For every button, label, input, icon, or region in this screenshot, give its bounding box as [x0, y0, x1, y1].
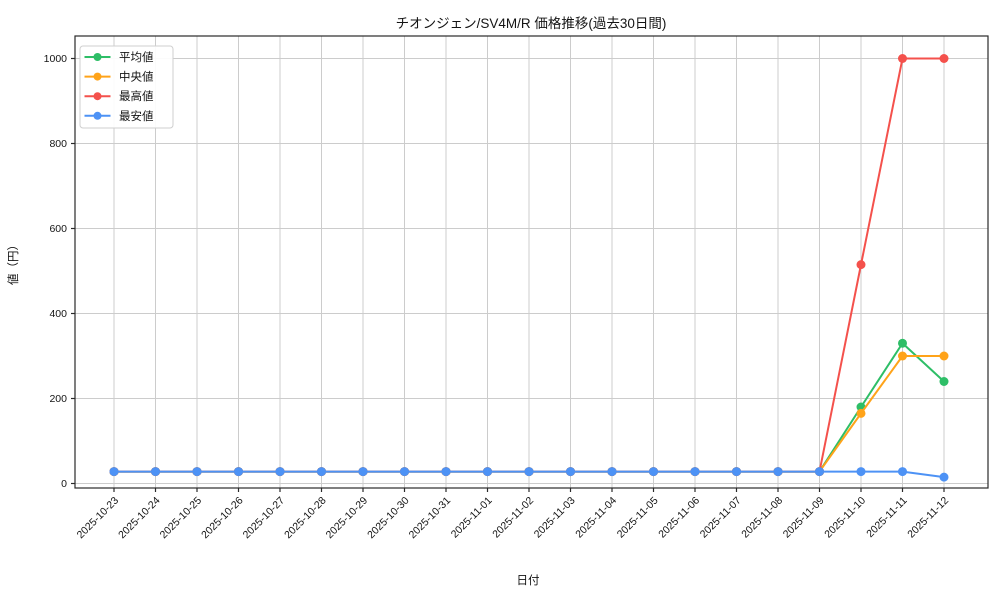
- y-axis-label: 値（円）: [7, 239, 20, 285]
- x-tick-label: 2025-10-27: [241, 495, 288, 542]
- x-tick-label: 2025-11-01: [449, 495, 495, 541]
- x-tick-label: 2025-10-29: [324, 495, 371, 542]
- series-marker-median: [939, 351, 949, 361]
- series-marker-min: [856, 467, 866, 477]
- series-marker-min: [649, 467, 658, 477]
- series-marker-median: [856, 408, 866, 418]
- y-tick-label: 600: [49, 223, 67, 235]
- legend-label-max: 最高値: [119, 89, 154, 103]
- y-tick-label: 800: [49, 138, 67, 150]
- series-marker-min: [566, 467, 575, 477]
- x-tick-label: 2025-11-05: [615, 495, 661, 541]
- x-tick-label: 2025-10-25: [158, 495, 205, 542]
- y-tick-label: 1000: [44, 53, 68, 65]
- series-marker-max: [856, 260, 866, 270]
- x-tick-label: 2025-10-28: [282, 495, 329, 542]
- axes-box: [74, 35, 989, 489]
- x-tick-label: 2025-10-26: [199, 495, 246, 542]
- series-marker-median: [898, 351, 907, 361]
- x-tick-label: 2025-11-02: [490, 495, 536, 541]
- x-tick-label: 2025-10-24: [116, 495, 163, 542]
- series-marker-min: [690, 467, 700, 477]
- legend-box: [79, 45, 174, 129]
- y-tick-label: 0: [61, 478, 67, 490]
- x-tick-label: 2025-11-09: [781, 495, 827, 541]
- series-marker-min: [939, 472, 949, 482]
- x-tick-label: 2025-11-07: [698, 495, 744, 541]
- series-marker-min: [524, 467, 534, 477]
- x-tick-label: 2025-11-10: [822, 495, 868, 541]
- series-marker-min: [400, 467, 409, 477]
- series-marker-min: [234, 467, 243, 477]
- x-tick-label: 2025-10-23: [75, 495, 122, 542]
- x-tick-label: 2025-11-12: [905, 495, 951, 541]
- x-tick-label: 2025-11-11: [864, 495, 909, 540]
- series-marker-min: [109, 467, 119, 477]
- series-marker-max: [898, 54, 907, 63]
- legend-label-median: 中央値: [119, 71, 154, 84]
- series-marker-min: [151, 467, 160, 477]
- series-marker-max: [939, 54, 949, 63]
- legend-marker-mean: [93, 53, 102, 61]
- series-marker-min: [483, 467, 492, 477]
- x-tick-label: 2025-10-31: [407, 495, 454, 542]
- series-marker-min: [607, 467, 617, 477]
- x-tick-label: 2025-10-30: [365, 495, 412, 542]
- series-marker-mean: [898, 338, 907, 348]
- series-marker-min: [898, 467, 907, 477]
- legend-marker-min: [93, 111, 102, 120]
- x-tick-label: 2025-11-08: [739, 495, 785, 541]
- series-marker-min: [441, 467, 451, 477]
- x-tick-label: 2025-11-04: [573, 495, 619, 541]
- series-marker-min: [192, 467, 202, 477]
- legend-label-mean: 平均値: [119, 51, 154, 64]
- legend-marker-max: [93, 92, 102, 101]
- legend-marker-median: [93, 72, 102, 81]
- series-marker-min: [317, 467, 326, 477]
- legend-label-min: 最安値: [119, 109, 154, 123]
- x-axis-label: 日付: [517, 574, 540, 587]
- x-tick-label: 2025-11-06: [656, 495, 702, 541]
- series-marker-min: [732, 467, 741, 477]
- series-marker-mean: [939, 377, 949, 386]
- y-tick-label: 200: [49, 393, 67, 405]
- y-tick-label: 400: [49, 308, 67, 320]
- series-marker-min: [275, 467, 285, 477]
- series-marker-min: [815, 467, 824, 477]
- x-tick-label: 2025-11-03: [532, 495, 578, 541]
- series-marker-min: [358, 467, 368, 477]
- series-marker-min: [773, 467, 783, 477]
- chart-title: チオンジェン/SV4M/R 価格推移(過去30日間): [396, 16, 667, 31]
